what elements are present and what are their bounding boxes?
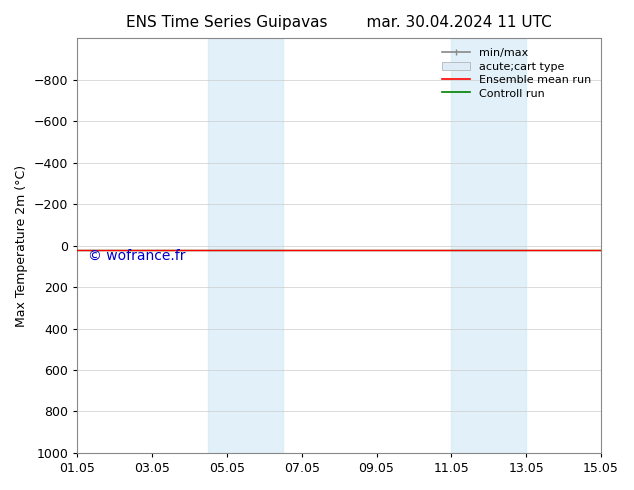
Legend: min/max, acute;cart type, Ensemble mean run, Controll run: min/max, acute;cart type, Ensemble mean … <box>437 44 595 103</box>
Y-axis label: Max Temperature 2m (°C): Max Temperature 2m (°C) <box>15 165 28 327</box>
Title: ENS Time Series Guipavas        mar. 30.04.2024 11 UTC: ENS Time Series Guipavas mar. 30.04.2024… <box>126 15 552 30</box>
Bar <box>451 38 526 453</box>
Text: © wofrance.fr: © wofrance.fr <box>87 249 185 263</box>
Bar <box>208 38 283 453</box>
